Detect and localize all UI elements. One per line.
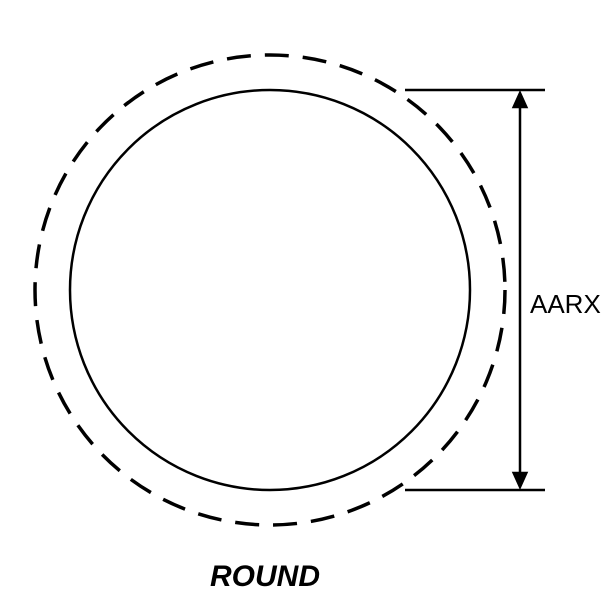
arrowhead-bottom-icon <box>512 472 528 490</box>
outer-dashed-circle <box>35 55 505 525</box>
inner-solid-circle <box>70 90 470 490</box>
dimension-label: AARX <box>530 289 601 320</box>
shape-label: ROUND <box>210 560 320 594</box>
diagram-canvas <box>0 0 615 600</box>
arrowhead-top-icon <box>512 90 528 108</box>
